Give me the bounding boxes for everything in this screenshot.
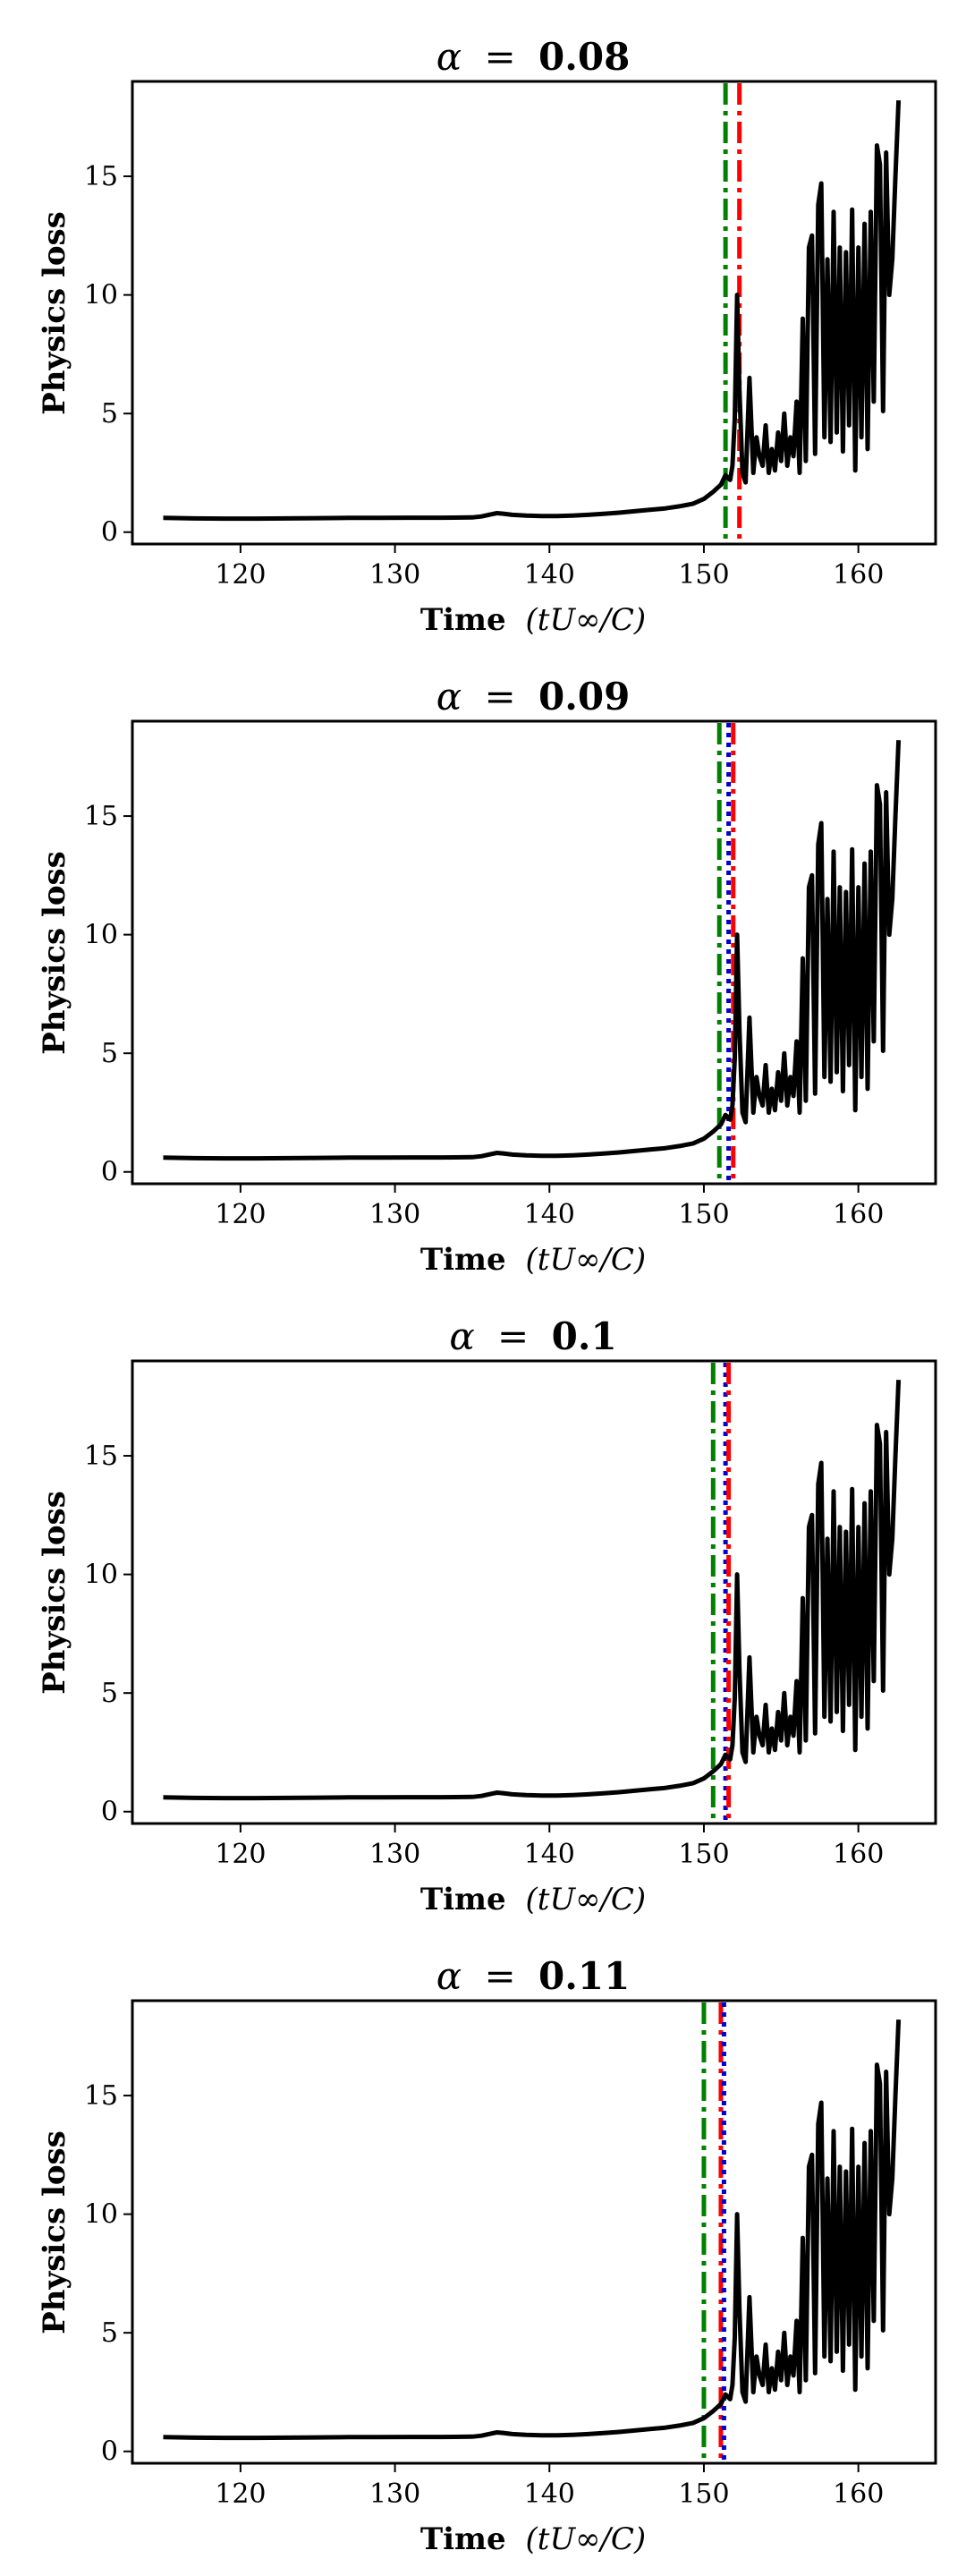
x-tick-label: 160 (833, 559, 884, 591)
y-ticks: 0 5 10 15 (84, 801, 132, 1188)
x-ticks: 120 130 140 150 160 (215, 1824, 884, 1870)
y-tick-label: 10 (84, 2199, 118, 2231)
x-tick-label: 150 (678, 1839, 729, 1870)
physics-loss-curve (163, 2019, 902, 2441)
panel-title: α = 0.09 (436, 675, 631, 718)
x-tick-label: 150 (678, 2478, 729, 2510)
title-equals: = (497, 1314, 529, 1358)
panel-alpha-0-1: α = 0.1 120 130 140 150 160 0 5 10 15 Time (tU∞… (37, 1314, 937, 1917)
x-axis-label-bold: Time (420, 1882, 506, 1917)
y-tick-label: 10 (84, 280, 118, 311)
x-axis-label-math: (tU∞/C) (526, 1242, 647, 1278)
title-alpha-value: 0.1 (552, 1314, 617, 1358)
y-tick-label: 0 (101, 1157, 118, 1188)
x-axis-label-math: (tU∞/C) (526, 602, 647, 638)
physics-loss-curve (163, 740, 902, 1161)
x-axis-label-math: (tU∞/C) (526, 2521, 647, 2557)
title-equals: = (484, 35, 515, 79)
title-equals: = (484, 1954, 515, 1998)
plot-frame (131, 80, 937, 546)
y-axis-label: Physics loss (37, 851, 72, 1055)
x-tick-label: 130 (369, 1839, 420, 1870)
x-axis-label-bold: Time (420, 1242, 506, 1278)
panel-title: α = 0.1 (449, 1314, 616, 1358)
panel-title: α = 0.08 (436, 35, 631, 79)
x-axis-label-bold: Time (420, 2521, 506, 2557)
y-tick-label: 5 (101, 398, 118, 429)
x-axis-label: Time (tU∞/C) (420, 1242, 646, 1278)
physics-loss-curve (163, 100, 902, 522)
y-tick-label: 5 (101, 1038, 118, 1069)
title-alpha-symbol: α (449, 1314, 474, 1358)
title-alpha-value: 0.11 (538, 1954, 630, 1998)
y-ticks: 0 5 10 15 (84, 1441, 132, 1828)
x-tick-label: 140 (524, 2478, 575, 2510)
x-axis-label: Time (tU∞/C) (420, 602, 646, 638)
physics-loss-curve (163, 1380, 902, 1801)
title-alpha-value: 0.09 (538, 675, 630, 718)
y-tick-label: 15 (84, 161, 118, 192)
x-tick-label: 160 (833, 2478, 884, 2510)
x-ticks: 120 130 140 150 160 (215, 2463, 884, 2510)
panel-title: α = 0.11 (436, 1954, 631, 1998)
x-axis-label: Time (tU∞/C) (420, 1882, 646, 1917)
x-tick-label: 130 (369, 2478, 420, 2510)
plot-frame (131, 1999, 937, 2465)
y-axis-label: Physics loss (37, 211, 72, 415)
panel-alpha-0-11: α = 0.11 120 130 140 150 160 0 5 10 15 Time (tU… (37, 1954, 937, 2557)
y-tick-label: 5 (101, 1678, 118, 1709)
panel-alpha-0-09: α = 0.09 120 130 140 150 160 0 5 10 15 Time (tU… (37, 675, 937, 1278)
y-tick-label: 5 (101, 2317, 118, 2349)
y-ticks: 0 5 10 15 (84, 161, 132, 548)
x-tick-label: 140 (524, 1199, 575, 1230)
y-tick-label: 15 (84, 2080, 118, 2112)
threshold-lines (701, 2002, 726, 2461)
plot-frame (131, 1359, 937, 1825)
x-tick-label: 150 (678, 559, 729, 591)
y-axis-label: Physics loss (37, 2130, 72, 2334)
x-axis-label-math: (tU∞/C) (526, 1882, 647, 1917)
y-tick-label: 15 (84, 801, 118, 832)
y-tick-label: 10 (84, 920, 118, 951)
y-tick-label: 0 (101, 1797, 118, 1828)
y-tick-label: 0 (101, 2436, 118, 2468)
x-tick-label: 130 (369, 1199, 420, 1230)
y-tick-label: 15 (84, 1441, 118, 1472)
x-axis-label-bold: Time (420, 602, 506, 638)
title-alpha-value: 0.08 (538, 35, 630, 79)
title-alpha-symbol: α (436, 35, 462, 79)
y-axis-label: Physics loss (37, 1491, 72, 1695)
y-tick-label: 0 (101, 517, 118, 548)
x-tick-label: 140 (524, 1839, 575, 1870)
x-tick-label: 160 (833, 1199, 884, 1230)
plot-frame (131, 719, 937, 1186)
x-tick-label: 150 (678, 1199, 729, 1230)
title-alpha-symbol: α (436, 675, 462, 718)
x-tick-label: 160 (833, 1839, 884, 1870)
y-ticks: 0 5 10 15 (84, 2080, 132, 2468)
title-equals: = (484, 675, 515, 718)
x-ticks: 120 130 140 150 160 (215, 1184, 884, 1230)
x-axis-label: Time (tU∞/C) (420, 2521, 646, 2557)
x-tick-label: 130 (369, 559, 420, 591)
threshold-lines (710, 1363, 732, 1822)
threshold-lines (716, 723, 736, 1182)
x-tick-label: 140 (524, 559, 575, 591)
title-alpha-symbol: α (436, 1954, 462, 1998)
x-tick-label: 120 (215, 1839, 266, 1870)
panel-alpha-0-08: α = 0.08 120 130 140 150 160 0 5 10 15 Time (tU… (37, 35, 937, 638)
y-tick-label: 10 (84, 1560, 118, 1591)
x-tick-label: 120 (215, 1199, 266, 1230)
x-tick-label: 120 (215, 559, 266, 591)
x-ticks: 120 130 140 150 160 (215, 544, 884, 591)
x-tick-label: 120 (215, 2478, 266, 2510)
